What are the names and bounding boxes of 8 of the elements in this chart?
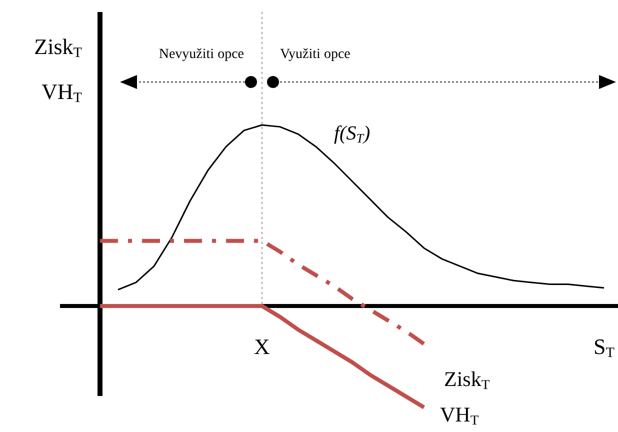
x-tick-label: X: [254, 334, 270, 359]
x-tick-label: S$_{T}$: [594, 334, 615, 361]
text: Využiti opce: [280, 47, 350, 62]
text: Zisk$_{T}$ VH$_{T}$: [34, 34, 82, 106]
series-label: VH$_{T}$: [440, 402, 480, 428]
text: Nevyužiti opce: [158, 47, 244, 62]
series-label: f(S$_{T}$): [334, 122, 370, 146]
series-label: Zisk$_{T}$: [444, 367, 490, 392]
